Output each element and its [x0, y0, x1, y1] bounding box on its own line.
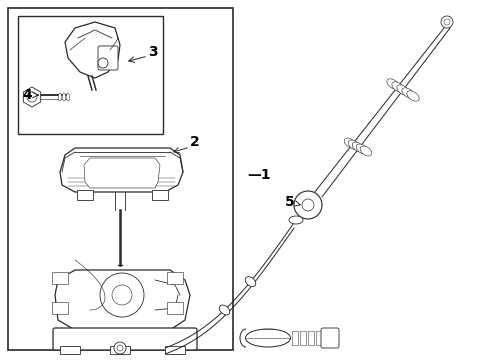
Text: —1: —1 [246, 168, 270, 182]
Circle shape [114, 342, 126, 354]
Circle shape [27, 92, 37, 102]
Circle shape [100, 273, 143, 317]
Polygon shape [84, 158, 160, 188]
Bar [299, 331, 305, 345]
Ellipse shape [244, 277, 255, 287]
Polygon shape [65, 22, 120, 78]
Polygon shape [60, 148, 183, 192]
Bar [307, 331, 313, 345]
Bar [110, 346, 130, 354]
Bar [77, 190, 93, 200]
Ellipse shape [401, 88, 413, 98]
Bar [52, 302, 68, 314]
Circle shape [98, 58, 108, 68]
FancyBboxPatch shape [53, 328, 197, 350]
Text: 4: 4 [22, 88, 32, 102]
Ellipse shape [344, 138, 355, 148]
Bar [18, 16, 163, 134]
Text: 2: 2 [190, 135, 200, 149]
Bar [167, 272, 183, 284]
Ellipse shape [391, 82, 404, 92]
Ellipse shape [219, 305, 229, 315]
Ellipse shape [355, 144, 367, 154]
Ellipse shape [406, 91, 418, 101]
Circle shape [440, 16, 452, 28]
Polygon shape [23, 87, 41, 107]
Bar [52, 272, 68, 284]
Ellipse shape [360, 146, 371, 156]
Bar [60, 346, 80, 354]
Text: 3: 3 [148, 45, 158, 59]
Ellipse shape [386, 79, 398, 89]
Bar [152, 190, 168, 200]
Ellipse shape [351, 142, 363, 152]
Circle shape [293, 191, 321, 219]
Ellipse shape [62, 93, 65, 101]
Bar [167, 302, 183, 314]
Ellipse shape [288, 216, 303, 224]
FancyBboxPatch shape [320, 328, 338, 348]
Ellipse shape [59, 93, 61, 101]
Polygon shape [55, 270, 190, 330]
Ellipse shape [347, 140, 359, 150]
Circle shape [112, 285, 132, 305]
Bar [315, 331, 321, 345]
Bar [291, 331, 297, 345]
Ellipse shape [396, 85, 408, 95]
FancyBboxPatch shape [98, 46, 118, 70]
Ellipse shape [245, 329, 290, 347]
Bar [8, 8, 232, 350]
Circle shape [302, 199, 313, 211]
Text: 5: 5 [285, 195, 294, 209]
Circle shape [117, 345, 123, 351]
Circle shape [443, 19, 449, 25]
Ellipse shape [66, 93, 69, 101]
Bar [164, 346, 184, 354]
